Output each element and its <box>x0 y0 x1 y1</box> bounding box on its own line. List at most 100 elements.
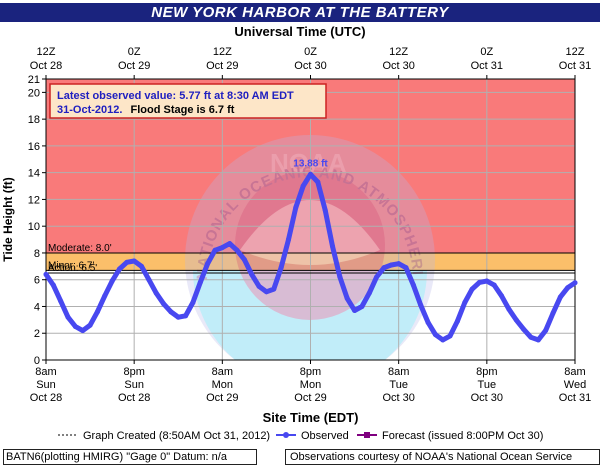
stage-lines: Moderate: 8.0' Minor: 6.7'Action: 6.5' <box>46 243 575 274</box>
observed-point <box>278 265 284 271</box>
observed-point <box>190 299 196 305</box>
observed-point <box>205 261 211 267</box>
observed-point <box>432 332 438 338</box>
observed-point <box>322 207 328 213</box>
observed-point <box>499 293 505 299</box>
observed-point <box>344 295 350 301</box>
x-top-tick-time: 12Z <box>213 46 232 58</box>
observed-point <box>241 257 247 263</box>
x-tick-day: Mon <box>212 379 233 391</box>
y-tick-label: 16 <box>28 141 40 153</box>
observed-point <box>263 289 269 295</box>
x-tick-date: Oct 29 <box>206 392 238 404</box>
x-top-tick-date: Oct 29 <box>206 60 238 72</box>
x-top-tick-time: 0Z <box>128 46 141 58</box>
peak-label: 13.88 ft <box>293 158 328 169</box>
observed-point <box>374 274 380 280</box>
legend-forecast-marker <box>364 432 370 438</box>
observed-point <box>102 293 108 299</box>
x-tick-date: Oct 31 <box>559 392 591 404</box>
observed-point <box>396 261 402 267</box>
observed-point <box>462 299 468 305</box>
x-top-tick-date: Oct 29 <box>118 60 150 72</box>
y-tick-label: 0 <box>34 355 40 367</box>
latest-box-date: 31-Oct-2012. <box>57 104 122 116</box>
x-tick-time: 8am <box>388 366 409 378</box>
observed-point <box>476 279 482 285</box>
legend-forecast-swatch <box>357 432 377 438</box>
observed-point <box>418 302 424 308</box>
observed-point <box>293 204 299 210</box>
x-top-tick-time: 12Z <box>389 46 408 58</box>
observed-point <box>491 282 497 288</box>
observed-point <box>50 282 56 288</box>
legend-observed: Observed <box>301 430 349 442</box>
observed-point <box>543 328 549 334</box>
x-tick-date: Oct 30 <box>471 392 503 404</box>
y-tick-label: 10 <box>28 221 40 233</box>
x-tick-time: 8pm <box>300 366 321 378</box>
x-tick-time: 8am <box>35 366 56 378</box>
observed-point <box>183 313 189 319</box>
observed-point <box>161 301 167 307</box>
stage-label: Action: 6.5' <box>48 263 97 274</box>
observed-point <box>116 266 122 272</box>
x-top-tick-date: Oct 31 <box>471 60 503 72</box>
y-tick-label: 14 <box>28 168 40 180</box>
observed-point <box>124 259 130 265</box>
x-tick-date: Oct 30 <box>382 392 414 404</box>
x-tick-date: Oct 28 <box>118 392 150 404</box>
stage-label: Minor: 6.7' <box>48 260 94 271</box>
observed-point <box>300 183 306 189</box>
latest-box-line2: 31-Oct-2012. Flood Stage is 6.7 ft <box>57 104 235 116</box>
observed-point <box>256 283 262 289</box>
observed-point <box>572 280 578 286</box>
observed-point <box>58 298 64 304</box>
observed-point <box>234 247 240 253</box>
observed-point <box>153 290 159 296</box>
legend-observed-dot <box>283 432 289 438</box>
observed-point <box>454 318 460 324</box>
observed-point <box>131 258 137 264</box>
y-tick-label: 12 <box>28 194 40 206</box>
observed-point <box>94 309 100 315</box>
observed-point <box>381 265 387 271</box>
x-top-tick-time: 0Z <box>480 46 493 58</box>
observed-point <box>359 303 365 309</box>
x-tick-date: Oct 29 <box>294 392 326 404</box>
observed-point <box>352 307 358 313</box>
observed-point <box>535 337 541 343</box>
x-top-tick-date: Oct 31 <box>559 60 591 72</box>
observed-point <box>425 320 431 326</box>
observed-point <box>469 286 475 292</box>
x-tick-time: 8pm <box>476 366 497 378</box>
observed-point <box>87 322 93 328</box>
latest-observed-box: Latest observed value: 5.77 ft at 8:30 A… <box>49 83 327 119</box>
observed-point <box>550 310 556 316</box>
y-tick-label: 8 <box>34 248 40 260</box>
x-tick-day: Sun <box>124 379 144 391</box>
observed-point <box>168 309 174 315</box>
x-tick-day: Tue <box>478 379 497 391</box>
observed-point <box>557 294 563 300</box>
x-tick-time: 8am <box>564 366 585 378</box>
observed-point <box>330 243 336 249</box>
observed-point <box>315 179 321 185</box>
x-top-tick-date: Oct 30 <box>294 60 326 72</box>
observed-point <box>197 279 203 285</box>
legend-forecast: Forecast (issued 8:00PM Oct 30) <box>382 430 543 442</box>
y-tick-label: 6 <box>34 275 40 287</box>
observed-point <box>440 337 446 343</box>
observed-series <box>43 171 578 343</box>
y-tick-label: 21 <box>28 74 40 86</box>
observed-point <box>72 324 78 330</box>
observed-point <box>513 317 519 323</box>
observed-point <box>219 245 225 251</box>
x-tick-day: Wed <box>564 379 586 391</box>
x-tick-day: Mon <box>300 379 321 391</box>
observed-point <box>410 282 416 288</box>
observed-point <box>175 314 181 320</box>
observed-point <box>388 262 394 268</box>
